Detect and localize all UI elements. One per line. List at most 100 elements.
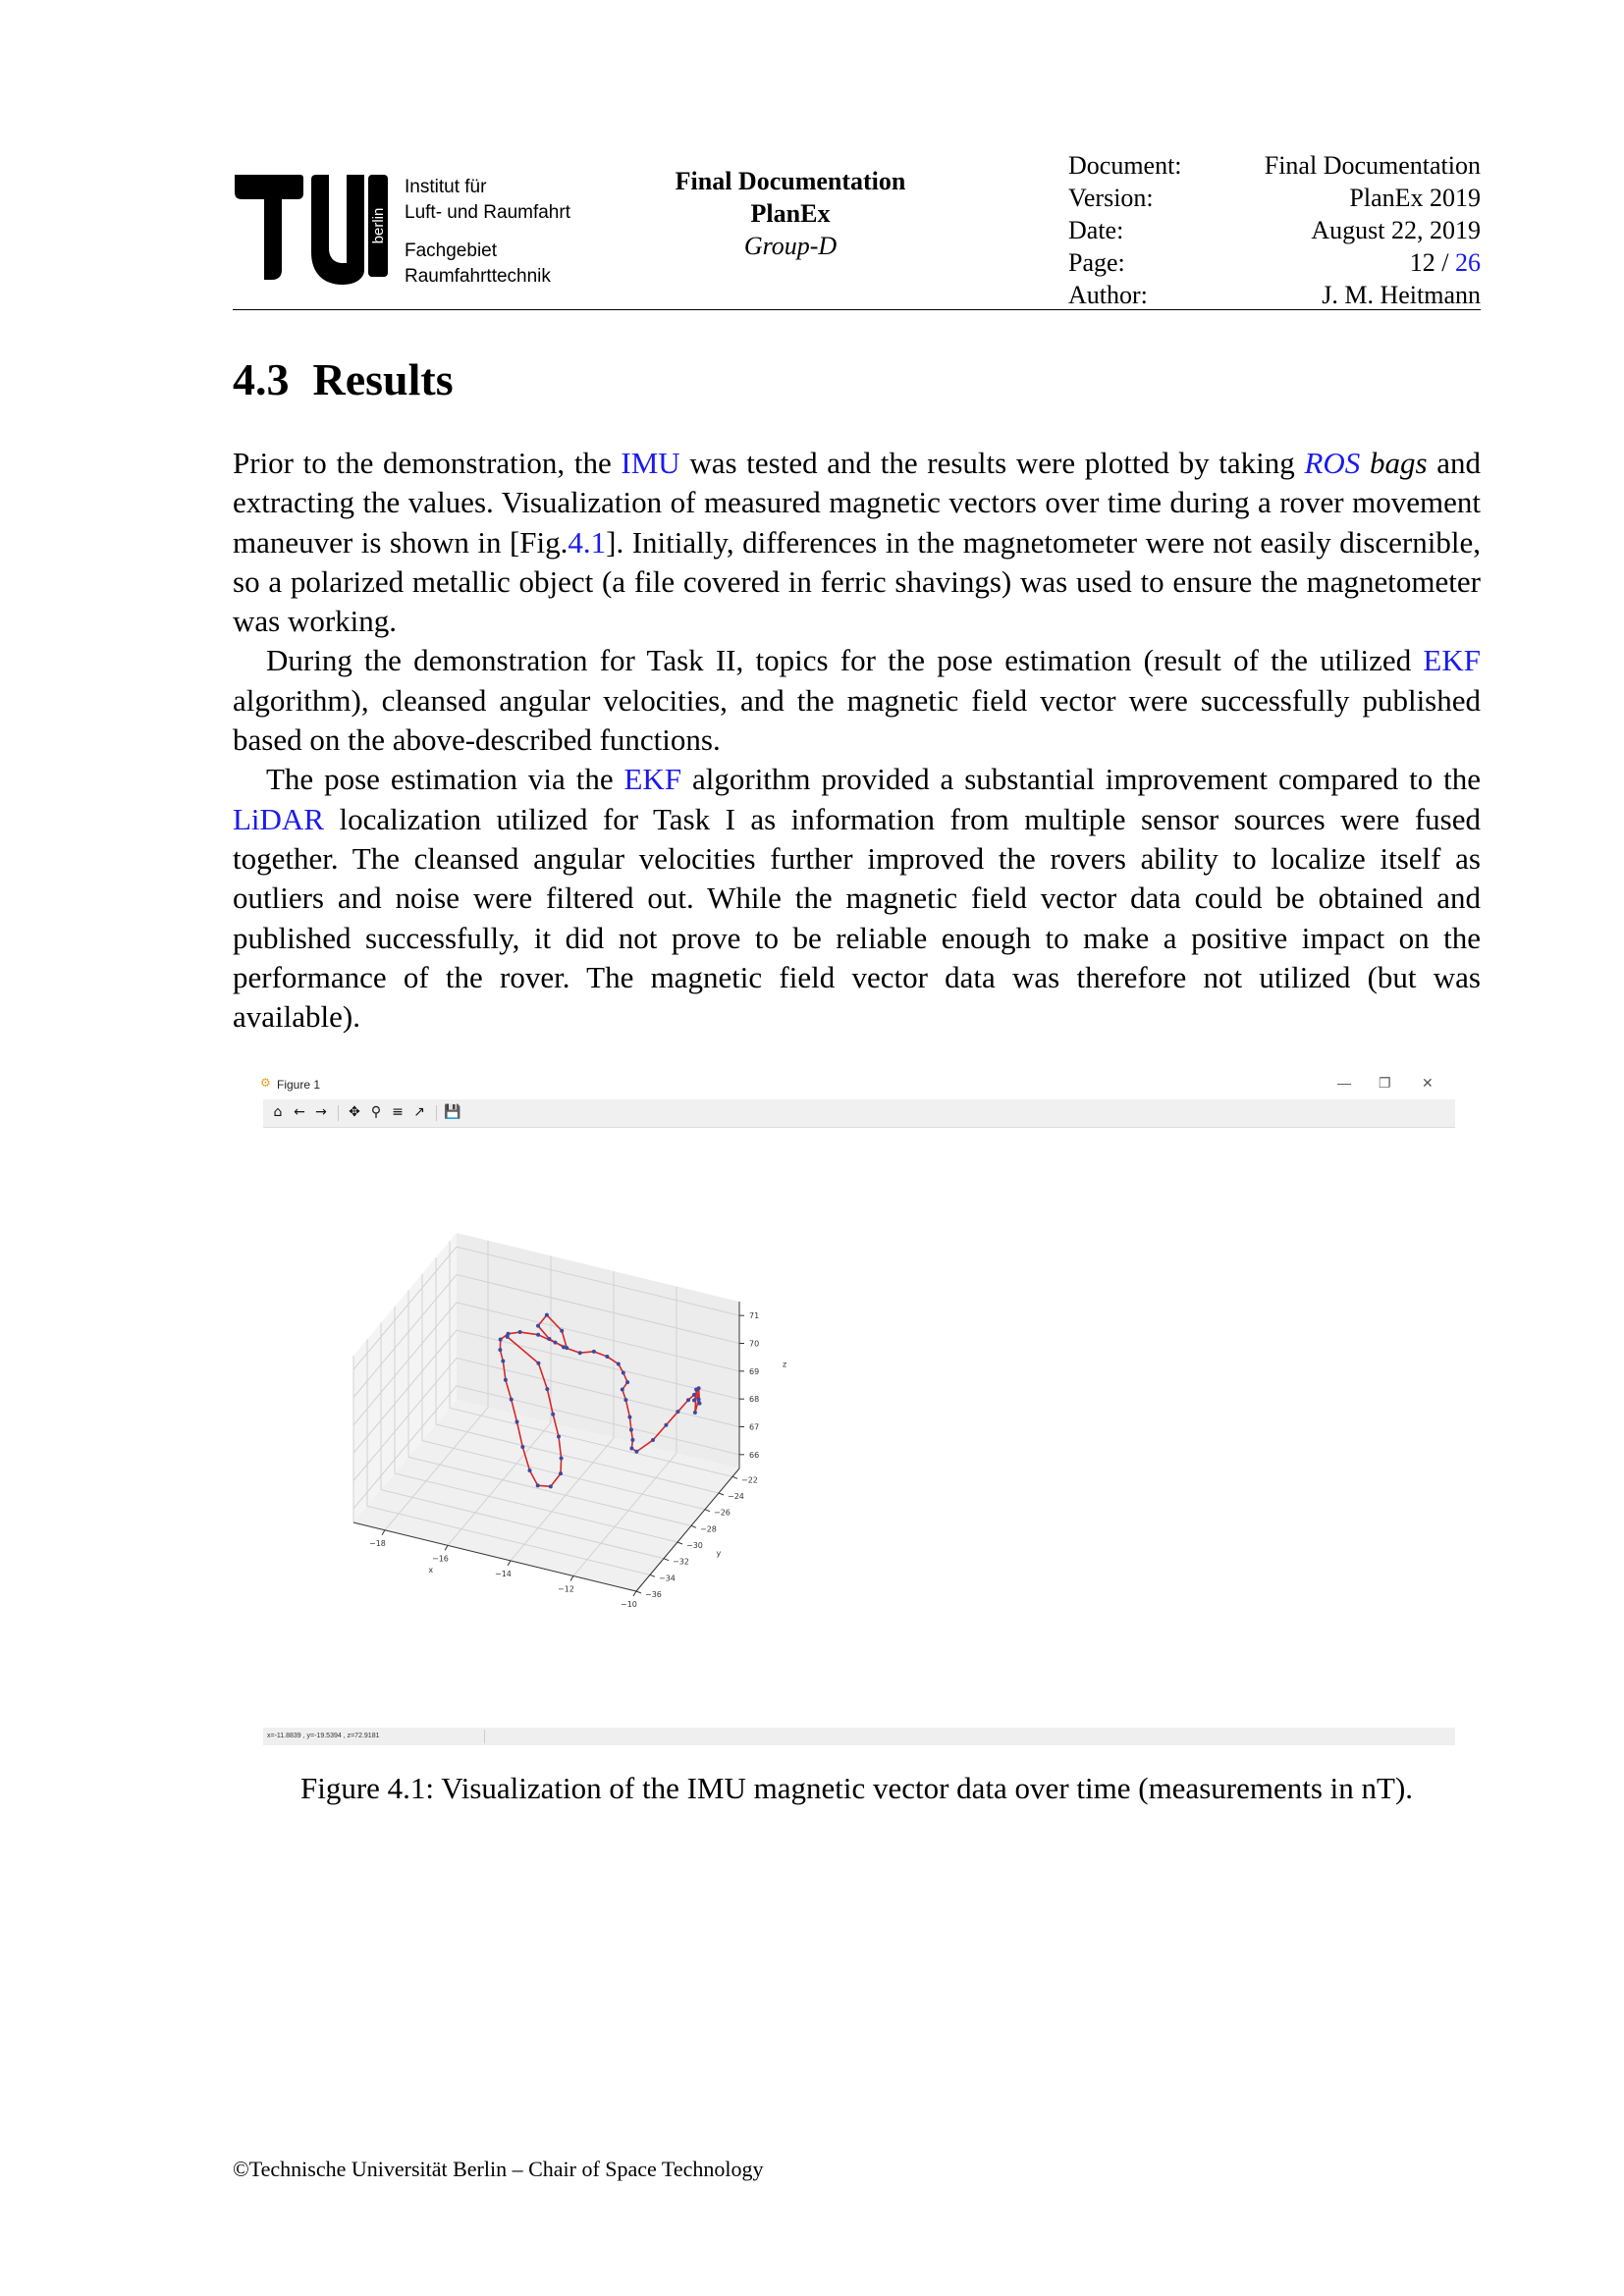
- y-tick-label: −32: [673, 1558, 689, 1567]
- plot-toolbar: ⌂ ← → ✥ ⚲ ≡ ↗ 💾: [263, 1099, 1455, 1128]
- text-run: algorithm provided a substantial improve…: [681, 762, 1481, 797]
- y-tick-label: −24: [728, 1492, 744, 1501]
- grid-line-y: [380, 1322, 665, 1560]
- status-separator: [484, 1730, 485, 1743]
- edit-axes-icon[interactable]: ↗: [413, 1104, 425, 1120]
- save-icon[interactable]: 💾: [444, 1104, 461, 1120]
- grid-line-z: [352, 1246, 740, 1370]
- trajectory-point: [634, 1449, 639, 1454]
- pan-icon[interactable]: ✥: [349, 1104, 360, 1120]
- trajectory-point: [536, 1323, 540, 1328]
- acronym-link-ekf[interactable]: EKF: [1423, 643, 1481, 678]
- trajectory-point: [506, 1331, 511, 1336]
- y-tick-label: −28: [700, 1524, 717, 1533]
- page-total-link[interactable]: 26: [1455, 248, 1481, 277]
- trajectory-point: [627, 1415, 632, 1419]
- x-tick-label: −16: [432, 1554, 449, 1563]
- trajectory-point: [676, 1410, 680, 1415]
- meta-row-document: Document: Final Documentation: [1068, 149, 1481, 182]
- meta-value: J. M. Heitmann: [1322, 281, 1481, 309]
- text-run: Prior to the demonstration, the: [233, 446, 622, 480]
- y-axis-label: y: [717, 1549, 722, 1558]
- acronym-link-ros[interactable]: ROS: [1304, 446, 1361, 480]
- trajectory-point: [686, 1398, 690, 1403]
- meta-value: Final Documentation: [1264, 151, 1481, 180]
- grid-line-x: [384, 1240, 489, 1531]
- text-run: bags: [1360, 446, 1428, 480]
- institute-line: Institut für: [405, 177, 487, 197]
- grid-line-x: [572, 1286, 677, 1576]
- header-group: Group-D: [743, 232, 838, 260]
- trajectory-point: [536, 1361, 541, 1365]
- trajectory-point: [625, 1380, 630, 1385]
- figure-ref-link[interactable]: 4.1: [568, 524, 607, 560]
- meta-label: Date:: [1068, 216, 1124, 244]
- trajectory-point: [629, 1446, 634, 1451]
- section-number: 4.3: [233, 354, 290, 404]
- section-heading: 4.3 Results: [233, 353, 454, 405]
- grid-line-y: [435, 1257, 720, 1494]
- home-icon[interactable]: ⌂: [273, 1104, 283, 1120]
- zoom-icon[interactable]: ⚲: [370, 1104, 382, 1120]
- z-tick-label: 66: [749, 1451, 759, 1460]
- plot-3d-canvas[interactable]: −18 −16 −14 −12 −10 −36 −34 −32 −30 −28 −26 −24 −22 6…: [257, 1127, 1455, 1726]
- y-tick: [704, 1509, 711, 1513]
- forward-arrow-icon[interactable]: →: [315, 1104, 327, 1120]
- trajectory-point: [527, 1468, 532, 1472]
- axes-ticks: −18 −16 −14 −12 −10 −36 −34 −32 −30 −28 −26 −24 −22 6…: [369, 1311, 786, 1609]
- y-tick: [663, 1558, 670, 1562]
- body-text: Prior to the demonstration, the IMU was …: [233, 444, 1481, 1037]
- acronym-link-lidar[interactable]: LiDAR: [233, 801, 324, 836]
- text-run: algorithm), cleansed angular velocities,…: [233, 682, 1481, 758]
- y-tick: [731, 1475, 738, 1479]
- window-title: Figure 1: [277, 1078, 321, 1092]
- trajectory-point: [535, 1483, 540, 1488]
- grid-line-z: [352, 1357, 740, 1481]
- page-footer: ©Technische Universität Berlin – Chair o…: [233, 2157, 764, 2181]
- trajectory-point: [545, 1387, 550, 1392]
- department-line: Raumfahrttechnik: [405, 266, 551, 287]
- acronym-link-ekf[interactable]: EKF: [623, 762, 682, 797]
- x-tick: [444, 1545, 449, 1551]
- figure-caption: Figure 4.1: Visualization of the IMU mag…: [299, 1771, 1414, 1805]
- trajectory-point: [565, 1346, 569, 1351]
- restore-icon[interactable]: ❐: [1379, 1075, 1391, 1091]
- back-arrow-icon[interactable]: ←: [294, 1104, 305, 1120]
- page-separator: /: [1435, 248, 1455, 277]
- figure-window: ⚙ Figure 1 — ❐ ✕ ⌂ ← → ✥ ⚲ ≡ ↗ 💾 −18 −16−…: [257, 1070, 1455, 1747]
- trajectory-point: [692, 1392, 696, 1397]
- grid-line-z: [352, 1385, 740, 1510]
- minimize-icon[interactable]: —: [1337, 1075, 1351, 1091]
- trajectory-point: [544, 1312, 549, 1317]
- institute-block: Institut für Luft- und Raumfahrt: [405, 175, 570, 226]
- z-tick-label: 67: [749, 1423, 759, 1432]
- axes-lines: [352, 1302, 740, 1592]
- grid-line-z: [352, 1302, 740, 1426]
- department-line: Fachgebiet: [405, 240, 498, 261]
- x-tick: [507, 1560, 512, 1567]
- acronym-link-imu[interactable]: IMU: [621, 446, 680, 480]
- x-tick: [569, 1575, 574, 1581]
- close-icon[interactable]: ✕: [1422, 1075, 1434, 1091]
- x-tick-label: −18: [369, 1539, 386, 1548]
- trajectory-point: [505, 1334, 510, 1339]
- text-run: localization utilized for Task I as info…: [233, 801, 1481, 1035]
- trajectory-point: [553, 1340, 558, 1345]
- trajectory-point: [628, 1427, 633, 1432]
- trajectory-point: [630, 1437, 635, 1442]
- meta-row-author: Author: J. M. Heitmann: [1068, 279, 1481, 311]
- trajectory-point: [605, 1354, 610, 1359]
- trajectory-point: [696, 1386, 701, 1391]
- z-tick-label: 71: [749, 1311, 759, 1320]
- trajectory-point: [536, 1332, 541, 1337]
- document-meta-table: Document: Final Documentation Version: P…: [1068, 149, 1481, 311]
- header-title-block: Final Documentation PlanEx Group-D: [668, 165, 913, 262]
- toolbar-separator: [436, 1105, 437, 1121]
- configure-subplots-icon[interactable]: ≡: [392, 1104, 404, 1120]
- status-bar: x=-11.8839 , y=-19.5394 , z=72.9181: [263, 1728, 1455, 1745]
- y-tick: [635, 1590, 642, 1594]
- header-rule: [233, 309, 1481, 310]
- y-tick: [690, 1524, 697, 1528]
- meta-value: August 22, 2019: [1311, 216, 1481, 244]
- x-tick-label: −14: [495, 1570, 512, 1578]
